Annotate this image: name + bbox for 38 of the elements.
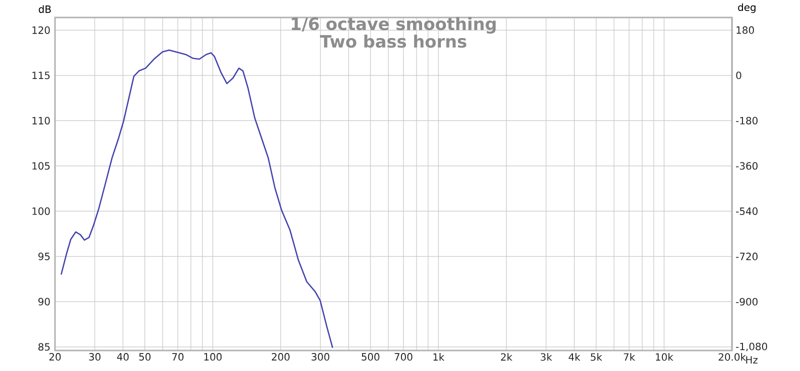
y2-axis-title: deg	[738, 4, 756, 14]
y2-tick-label: -540	[736, 208, 758, 216]
x-tick-label: 20	[49, 353, 61, 361]
x-tick-label: 7k	[624, 353, 636, 361]
y2-tick-label: -720	[736, 252, 758, 260]
x-tick-label: 5k	[590, 353, 602, 362]
x-tick-label: 500	[362, 353, 380, 361]
y-tick-label: 90	[38, 298, 50, 306]
y2-tick-label: -900	[736, 298, 758, 306]
x-tick-label: 10k	[656, 353, 674, 362]
x-tick-label: 2k	[500, 353, 512, 361]
x-tick-label: 70	[172, 353, 184, 361]
y2-tick-label: -360	[736, 162, 758, 170]
x-tick-label: 50	[139, 353, 151, 361]
x-tick-label: 30	[89, 353, 100, 361]
x-tick-label: 300	[312, 353, 330, 361]
x-tick-label: 200	[272, 353, 290, 361]
x-tick-label: 20.0k	[718, 353, 746, 362]
x-tick-label: 100	[204, 353, 222, 361]
y2-tick-label: 180	[736, 26, 754, 34]
x-tick-label: 4k	[568, 353, 580, 361]
x-axis-title: Hz	[746, 356, 758, 364]
y-tick-label: 120	[32, 26, 50, 34]
y-tick-label: 105	[32, 162, 50, 170]
x-tick-label: 1k	[433, 353, 444, 361]
chart-title: 1/6 octave smoothing Two bass horns	[292, 17, 496, 48]
y2-tick-label: 0	[736, 72, 742, 80]
y-tick-label: 100	[32, 208, 50, 216]
y-tick-label: 85	[38, 343, 50, 351]
y-tick-label: 110	[32, 117, 50, 125]
x-tick-label: 3k	[540, 353, 552, 362]
y2-tick-label: -1,080	[736, 342, 768, 352]
y-tick-label: 115	[32, 72, 50, 80]
y-tick-label: 95	[38, 252, 50, 260]
x-tick-label: 700	[394, 353, 412, 361]
y-axis-title: dB	[38, 5, 51, 14]
y2-tick-label: -180	[736, 117, 758, 125]
x-tick-label: 40	[117, 353, 129, 361]
